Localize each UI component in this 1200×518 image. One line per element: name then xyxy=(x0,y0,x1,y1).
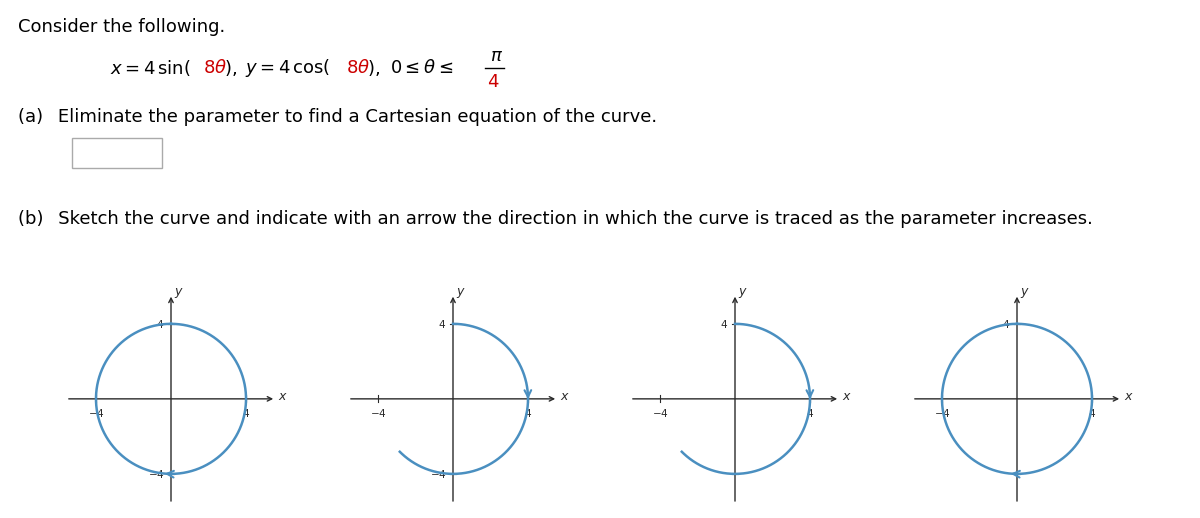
Text: $4$: $4$ xyxy=(1088,407,1096,419)
Bar xyxy=(72,138,162,168)
Text: x: x xyxy=(560,390,568,402)
Text: $4$: $4$ xyxy=(156,318,164,330)
Text: $),$: $),$ xyxy=(224,58,238,78)
Text: x: x xyxy=(842,390,850,402)
Text: $y = 4\,\cos($: $y = 4\,\cos($ xyxy=(245,57,330,79)
Text: y: y xyxy=(456,285,463,298)
Text: $0 \leq \theta \leq$: $0 \leq \theta \leq$ xyxy=(390,59,454,77)
Text: $4$: $4$ xyxy=(242,407,250,419)
Text: y: y xyxy=(174,285,181,298)
Text: $4$: $4$ xyxy=(438,318,446,330)
Text: $8\theta$: $8\theta$ xyxy=(346,59,370,77)
Text: y: y xyxy=(1020,285,1027,298)
Text: Consider the following.: Consider the following. xyxy=(18,18,226,36)
Text: $-4$: $-4$ xyxy=(88,407,104,419)
Text: x: x xyxy=(278,390,286,402)
Text: x: x xyxy=(1124,390,1132,402)
Text: $4$: $4$ xyxy=(524,407,532,419)
Text: $x = 4\,\sin($: $x = 4\,\sin($ xyxy=(110,58,191,78)
Text: $4$: $4$ xyxy=(487,73,499,91)
Text: $\pi$: $\pi$ xyxy=(490,47,503,65)
Text: $4$: $4$ xyxy=(1002,318,1010,330)
Text: $-4$: $-4$ xyxy=(370,407,386,419)
Text: y: y xyxy=(738,285,745,298)
Text: $-4$: $-4$ xyxy=(430,468,446,480)
Text: $-4$: $-4$ xyxy=(148,468,164,480)
Text: (b)  Sketch the curve and indicate with an arrow the direction in which the curv: (b) Sketch the curve and indicate with a… xyxy=(18,210,1093,227)
Text: $4$: $4$ xyxy=(806,407,814,419)
Text: $4$: $4$ xyxy=(720,318,728,330)
Text: (a)  Eliminate the parameter to find a Cartesian equation of the curve.: (a) Eliminate the parameter to find a Ca… xyxy=(18,108,658,126)
Text: $8\theta$: $8\theta$ xyxy=(203,59,227,77)
Text: $-4$: $-4$ xyxy=(934,407,950,419)
Text: $),$: $),$ xyxy=(367,58,380,78)
Text: $-4$: $-4$ xyxy=(652,407,668,419)
